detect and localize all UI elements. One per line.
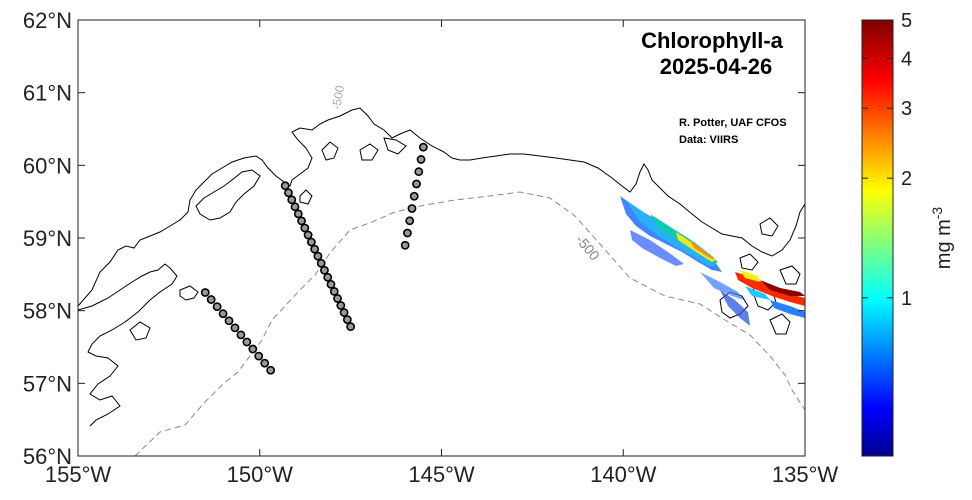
station-marker [260, 358, 270, 368]
station-marker [403, 228, 412, 238]
station-marker [400, 240, 410, 250]
station-marker [287, 195, 297, 205]
lat-tick-label: 62°N [23, 8, 72, 33]
lat-tick-label: 60°N [23, 153, 72, 178]
data-source-text: Data: VIIRS [679, 134, 738, 146]
station-marker [230, 323, 240, 333]
station-marker [336, 301, 346, 310]
station-marker [200, 288, 210, 297]
colorbar-tick-label: 3 [901, 98, 912, 120]
colorbar-label: mg m-3 [929, 207, 955, 270]
station-marker [266, 365, 276, 375]
station-marker [339, 308, 349, 317]
station-marker [236, 330, 246, 340]
lat-tick-label: 57°N [23, 371, 72, 396]
station-marker [300, 223, 310, 233]
station-marker [346, 322, 356, 332]
station-marker [206, 295, 216, 304]
station-marker [412, 179, 421, 189]
map-title: Chlorophyll-a [641, 28, 784, 53]
lon-tick-label: 155°W [45, 462, 112, 487]
station-marker [342, 315, 352, 325]
station-marker [310, 244, 320, 254]
station-marker [326, 279, 336, 289]
station-marker [284, 188, 293, 198]
lon-tick-label: 150°W [227, 462, 294, 487]
station-marker [293, 209, 303, 219]
station-marker [290, 202, 300, 212]
colorbar-tick-label: 2 [901, 168, 912, 190]
lat-tick-label: 61°N [23, 81, 72, 106]
lon-tick-label: 145°W [408, 462, 475, 487]
station-marker [313, 251, 323, 261]
station-marker [405, 216, 415, 226]
station-marker [407, 204, 417, 213]
contour-label-2: -500 [329, 84, 347, 110]
station-marker [254, 351, 264, 361]
station-marker [306, 237, 316, 247]
station-marker [316, 258, 326, 268]
colorbar-ticks: 1 2 3 4 5 [862, 10, 912, 310]
plot-area [78, 20, 805, 456]
lon-tick-label: 135°W [772, 462, 839, 487]
station-marker [297, 216, 306, 226]
stations-layer [200, 142, 428, 375]
station-marker [414, 167, 424, 177]
station-marker [320, 265, 329, 275]
colorbar-tick-label: 5 [901, 10, 912, 32]
colorbar-tick-label: 4 [901, 49, 912, 71]
station-marker [323, 272, 333, 282]
station-marker [418, 142, 428, 152]
station-marker [303, 230, 313, 240]
credit-text: R. Potter, UAF CFOS [679, 117, 787, 129]
colorbar-tick-label: 1 [901, 288, 912, 310]
station-marker [248, 344, 258, 354]
map-date: 2025-04-26 [660, 54, 773, 79]
colorbar [861, 19, 894, 457]
lat-tick-label: 58°N [23, 299, 72, 324]
lon-tick-label: 140°W [590, 462, 657, 487]
lat-tick-label: 59°N [23, 226, 72, 251]
station-marker [329, 287, 339, 296]
lat-tick-label: 56°N [23, 444, 72, 469]
station-marker [242, 337, 252, 347]
station-marker [212, 302, 222, 312]
station-marker [416, 155, 426, 164]
chlorophyll-swath [620, 196, 805, 326]
station-marker [280, 181, 290, 191]
station-marker [218, 309, 228, 319]
station-marker [224, 316, 234, 326]
station-marker [333, 294, 342, 303]
station-marker [409, 191, 419, 201]
